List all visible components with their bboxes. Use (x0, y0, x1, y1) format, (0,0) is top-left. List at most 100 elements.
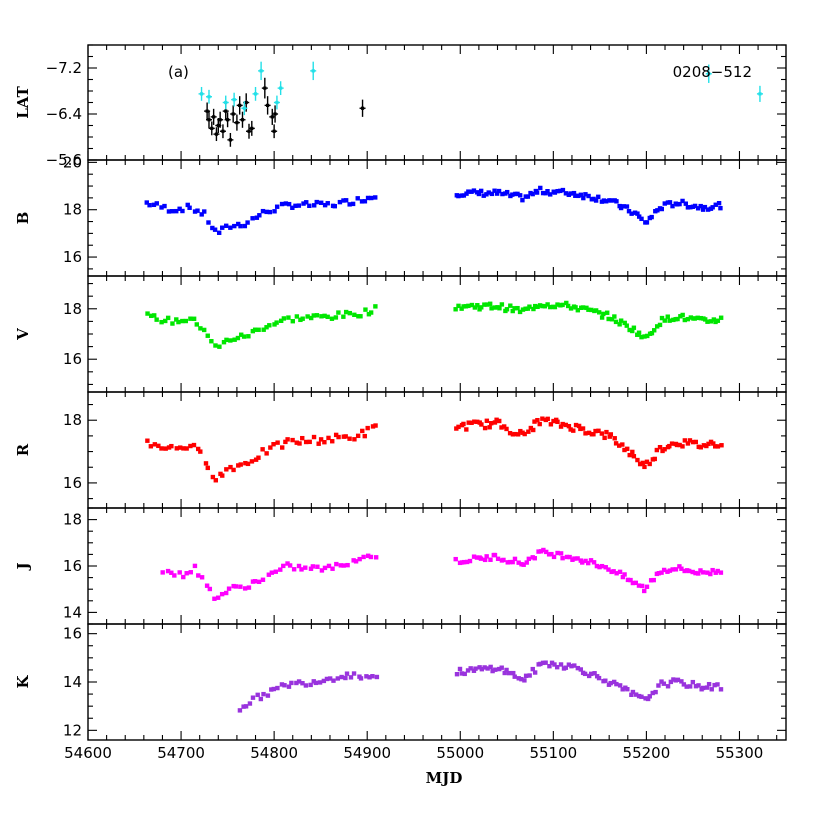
photometry-point (335, 676, 341, 681)
y-axis-label: K (14, 675, 32, 689)
photometry-point (373, 304, 378, 309)
photometry-point (612, 436, 617, 441)
photometry-point (331, 678, 336, 683)
photometry-point (374, 674, 380, 680)
photometry-point (526, 429, 531, 434)
photometry-point (318, 437, 324, 442)
photometry-point (650, 690, 655, 696)
photometry-point (467, 558, 473, 564)
y-tick-label: −6.4 (46, 105, 82, 123)
photometry-point (693, 570, 698, 576)
photometry-point (627, 327, 632, 333)
photometry-point (685, 441, 691, 446)
photometry-point (337, 199, 343, 205)
photometry-point (274, 204, 280, 209)
photometry-point (545, 302, 550, 307)
photometry-point (554, 664, 560, 670)
photometry-point (283, 439, 288, 445)
photometry-point (461, 304, 466, 309)
photometry-point (596, 428, 601, 433)
photometry-point (532, 419, 537, 424)
photometry-point (364, 674, 369, 679)
photometry-point (174, 208, 179, 214)
photometry-point (540, 660, 546, 666)
photometry-point (692, 203, 698, 209)
photometry-point (685, 205, 691, 210)
photometry-point (500, 191, 505, 197)
photometry-point (651, 577, 656, 583)
photometry-point (456, 303, 461, 309)
photometry-point (347, 436, 352, 441)
photometry-point (237, 708, 243, 713)
photometry-point (625, 446, 630, 452)
photometry-point (558, 188, 563, 194)
photometry-point (572, 663, 577, 668)
photometry-point (519, 676, 524, 682)
photometry-point (314, 313, 320, 318)
photometry-point (271, 686, 276, 692)
photometry-point (558, 424, 564, 429)
photometry-point (281, 563, 286, 569)
photometry-point (535, 417, 540, 423)
photometry-point (523, 673, 529, 679)
lat-point (210, 126, 214, 130)
photometry-point (466, 189, 471, 194)
photometry-point (692, 316, 698, 321)
photometry-point (532, 670, 538, 675)
photometry-point (517, 193, 523, 198)
photometry-point (560, 302, 565, 308)
photometry-point (510, 192, 515, 197)
photometry-point (527, 673, 532, 678)
photometry-point (682, 568, 687, 574)
y-axis-label: V (14, 328, 32, 341)
photometry-point (568, 191, 573, 196)
photometry-point (191, 442, 197, 448)
lat-point (214, 132, 219, 136)
photometry-point (267, 323, 272, 328)
panel-j: 14 16 18 J (14, 507, 787, 625)
photometry-point (555, 188, 560, 194)
photometry-point (301, 201, 306, 206)
photometry-point (274, 320, 279, 325)
photometry-point (223, 590, 229, 596)
photometry-point (629, 211, 634, 216)
y-tick-label: 16 (63, 350, 82, 368)
photometry-point (706, 441, 711, 447)
photometry-point (548, 304, 553, 310)
photometry-point (683, 201, 689, 206)
photometry-point (642, 334, 647, 339)
photometry-point (361, 554, 366, 560)
photometry-point (642, 464, 647, 470)
photometry-point (221, 339, 227, 345)
photometry-point (534, 190, 540, 195)
photometry-point (530, 666, 535, 672)
y-tick-label: 16 (63, 248, 82, 266)
photometry-point (633, 580, 639, 586)
photometry-point (563, 665, 569, 670)
photometry-point (540, 303, 545, 309)
photometry-point (526, 556, 532, 562)
photometry-point (456, 424, 461, 430)
photometry-point (575, 556, 580, 561)
photometry-point (325, 314, 330, 320)
photometry-point (253, 327, 258, 332)
photometry-point (659, 206, 664, 212)
photometry-point (281, 316, 287, 321)
photometry-point (294, 314, 300, 319)
photometry-point (573, 193, 578, 198)
photometry-point (176, 319, 181, 325)
lat-point (273, 112, 277, 116)
photometry-point (330, 566, 335, 571)
photometry-point (203, 461, 209, 466)
photometry-point (156, 443, 161, 449)
photometry-point (350, 201, 356, 207)
photometry-point (693, 683, 699, 689)
photometry-point (614, 681, 619, 687)
photometry-point (351, 671, 357, 676)
photometry-point (636, 583, 642, 588)
photometry-point (347, 202, 352, 207)
photometry-point (639, 216, 644, 222)
photometry-point (249, 459, 255, 464)
photometry-point (359, 199, 365, 204)
photometry-point (314, 199, 319, 205)
